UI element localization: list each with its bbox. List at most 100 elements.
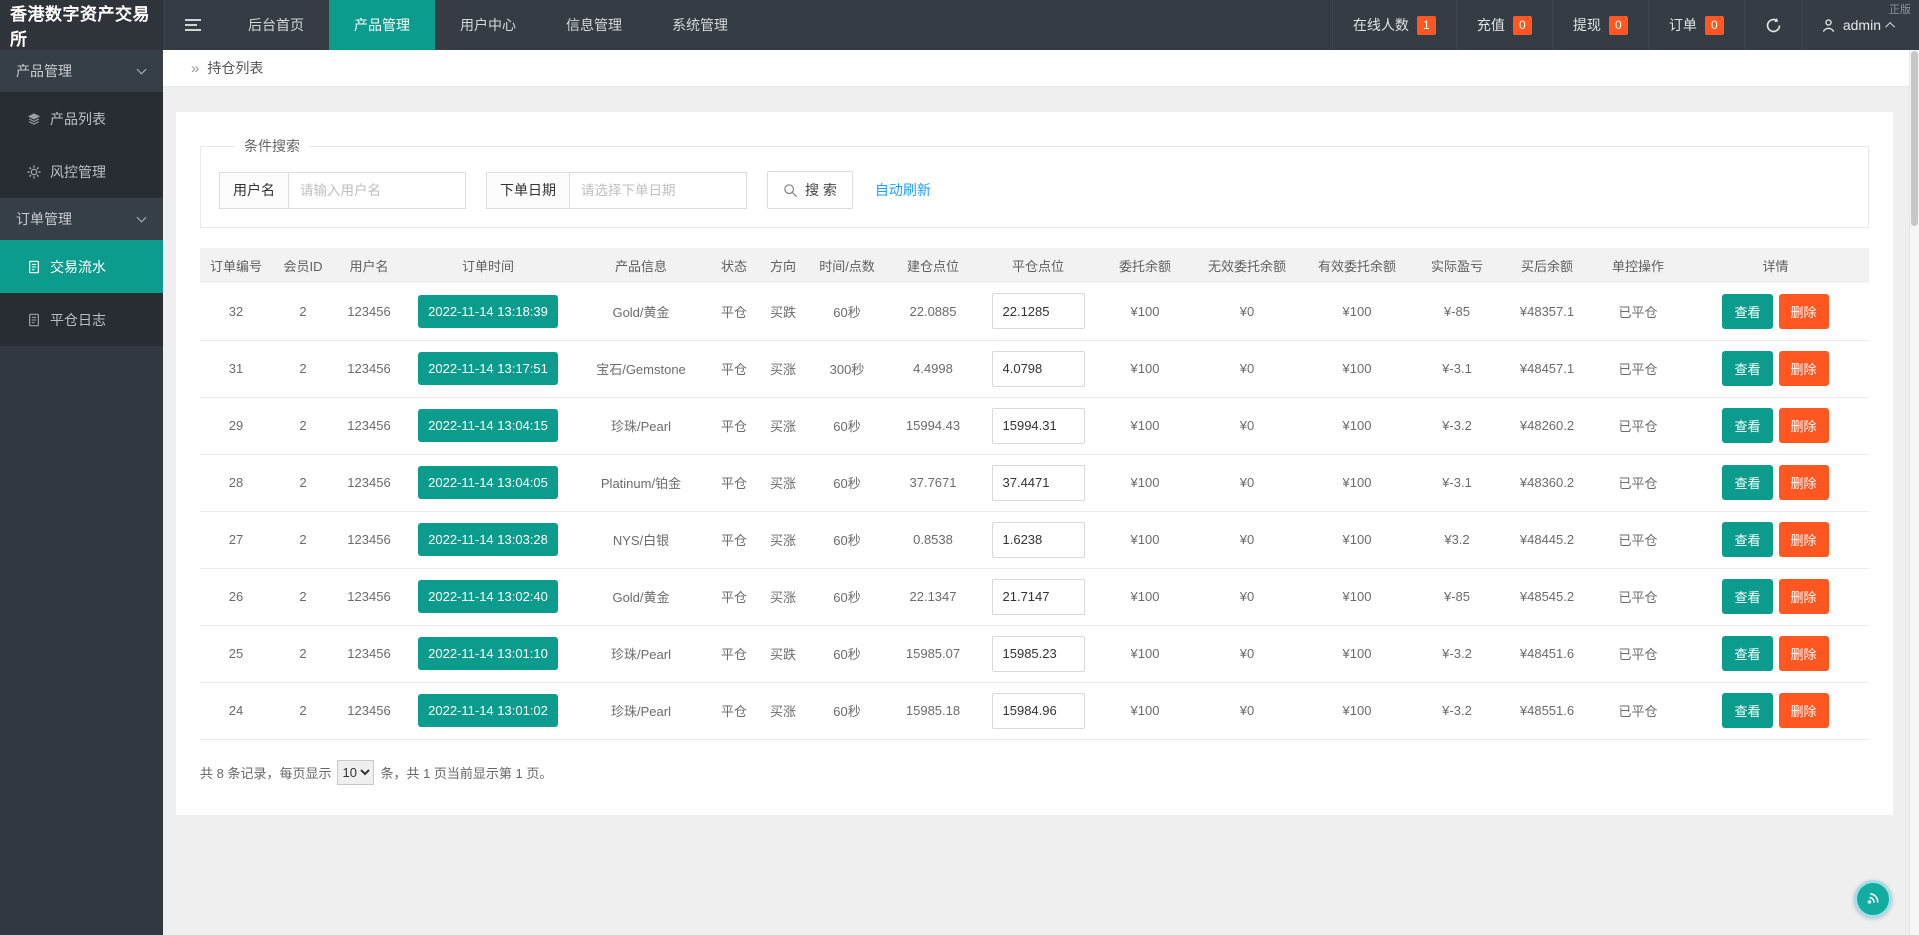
close-point-input[interactable] <box>991 578 1085 615</box>
nav-item-4[interactable]: 系统管理 <box>672 17 728 33</box>
column-header: 实际盈亏 <box>1414 248 1500 283</box>
delete-button[interactable]: 删除 <box>1778 522 1829 557</box>
sidebar-section-1[interactable]: 订单管理 <box>0 198 163 240</box>
auto-refresh-link[interactable]: 自动刷新 <box>874 182 931 198</box>
order-time-button[interactable]: 2022-11-14 13:17:51 <box>418 352 558 385</box>
order-time-button[interactable]: 2022-11-14 13:04:05 <box>418 466 558 499</box>
order-id-cell: 24 <box>200 682 272 740</box>
stat-badge: 0 <box>1704 15 1724 35</box>
username-cell: 123456 <box>334 568 404 626</box>
topbar-stat-0[interactable]: 在线人数 1 <box>1331 0 1456 50</box>
nav-item-3[interactable]: 信息管理 <box>566 17 622 33</box>
open-point-cell: 15985.07 <box>886 625 980 683</box>
delete-button[interactable]: 删除 <box>1778 408 1829 443</box>
view-button[interactable]: 查看 <box>1722 636 1773 671</box>
username-cell: 123456 <box>334 625 404 683</box>
sidebar-item[interactable]: 产品列表 <box>0 92 163 145</box>
close-point-input[interactable] <box>991 521 1085 558</box>
view-button[interactable]: 查看 <box>1722 408 1773 443</box>
genuine-watermark: 正版 <box>1889 4 1911 16</box>
order-time-button[interactable]: 2022-11-14 13:03:28 <box>418 523 558 556</box>
chevron-up-icon <box>1885 21 1896 32</box>
chevron-down-icon <box>136 212 147 223</box>
username-input[interactable] <box>288 171 466 209</box>
order-time-button[interactable]: 2022-11-14 13:18:39 <box>418 294 558 328</box>
delete-button[interactable]: 删除 <box>1778 293 1829 329</box>
period-cell: 60秒 <box>808 283 886 341</box>
view-button[interactable]: 查看 <box>1722 293 1773 329</box>
delete-button[interactable]: 删除 <box>1778 579 1829 614</box>
sidebar-item[interactable]: 平仓日志 <box>0 293 163 346</box>
stat-badge: 0 <box>1512 15 1532 35</box>
view-button[interactable]: 查看 <box>1722 351 1773 386</box>
vertical-scrollbar[interactable] <box>1909 50 1919 935</box>
product-cell: 珍珠/Pearl <box>572 682 710 740</box>
delete-button[interactable]: 删除 <box>1778 351 1829 386</box>
status-cell: 平仓 <box>710 283 758 341</box>
delete-button[interactable]: 删除 <box>1778 465 1829 500</box>
view-button[interactable]: 查看 <box>1722 693 1773 728</box>
delete-button[interactable]: 删除 <box>1778 693 1829 728</box>
close-point-input[interactable] <box>991 464 1085 501</box>
sidebar-section-0[interactable]: 产品管理 <box>0 50 163 92</box>
sidebar-item[interactable]: 风控管理 <box>0 145 163 198</box>
nav-item-2[interactable]: 用户中心 <box>460 17 516 33</box>
profit-cell: ¥-3.1 <box>1414 454 1500 512</box>
direction-cell: 买涨 <box>758 511 808 569</box>
after-balance-cell: ¥48457.1 <box>1500 340 1594 398</box>
content-card: 条件搜索 用户名 下单日期 搜 索 <box>176 112 1893 815</box>
open-point-cell: 15985.18 <box>886 682 980 740</box>
search-button[interactable]: 搜 索 <box>767 171 853 209</box>
username-cell: 123456 <box>334 454 404 512</box>
column-header: 产品信息 <box>572 248 710 283</box>
close-point-input[interactable] <box>991 407 1085 444</box>
delete-button[interactable]: 删除 <box>1778 636 1829 671</box>
column-header: 用户名 <box>334 248 404 283</box>
scrollbar-thumb[interactable] <box>1911 51 1918 226</box>
control-status-cell: 已平仓 <box>1594 283 1682 341</box>
after-balance-cell: ¥48357.1 <box>1500 283 1594 341</box>
after-balance-cell: ¥48551.6 <box>1500 682 1594 740</box>
after-balance-cell: ¥48451.6 <box>1500 625 1594 683</box>
column-header: 时间/点数 <box>808 248 886 283</box>
status-cell: 平仓 <box>710 568 758 626</box>
gear-icon <box>27 165 41 179</box>
close-point-input[interactable] <box>991 692 1085 729</box>
topbar-stat-2[interactable]: 提现 0 <box>1551 0 1648 50</box>
nav-item-0[interactable]: 后台首页 <box>248 17 304 33</box>
invalid-entrust-cell: ¥0 <box>1194 511 1300 569</box>
topbar-stat-3[interactable]: 订单 0 <box>1647 0 1744 50</box>
sidebar-item[interactable]: 交易流水 <box>0 240 163 293</box>
topbar-stat-1[interactable]: 充值 0 <box>1455 0 1552 50</box>
order-time-button[interactable]: 2022-11-14 13:04:15 <box>418 409 558 442</box>
view-button[interactable]: 查看 <box>1722 522 1773 557</box>
refresh-button[interactable] <box>1743 0 1802 50</box>
page-size-select[interactable]: 10 <box>337 759 375 785</box>
close-point-input[interactable] <box>991 635 1085 672</box>
period-cell: 60秒 <box>808 682 886 740</box>
table-row: 32 2 123456 2022-11-14 13:18:39 Gold/黄金 … <box>200 283 1869 341</box>
control-status-cell: 已平仓 <box>1594 340 1682 398</box>
profit-cell: ¥-3.2 <box>1414 625 1500 683</box>
voice-assistant-button[interactable] <box>1854 880 1892 918</box>
order-time-button[interactable]: 2022-11-14 13:01:10 <box>418 637 558 670</box>
column-header: 委托余额 <box>1096 248 1194 283</box>
control-status-cell: 已平仓 <box>1594 625 1682 683</box>
main-nav: 后台首页 产品管理 用户中心 信息管理 系统管理 <box>223 0 753 50</box>
order-date-input[interactable] <box>569 171 747 209</box>
breadcrumb: » 持仓列表 <box>163 50 1909 87</box>
order-time-button[interactable]: 2022-11-14 13:01:02 <box>418 694 558 727</box>
menu-toggle-icon[interactable] <box>163 0 223 50</box>
user-menu[interactable]: admin <box>1801 0 1919 50</box>
view-button[interactable]: 查看 <box>1722 579 1773 614</box>
order-date-input-group: 下单日期 <box>486 171 747 209</box>
page-title: 持仓列表 <box>207 60 264 76</box>
view-button[interactable]: 查看 <box>1722 465 1773 500</box>
nav-item-1[interactable]: 产品管理 <box>329 0 435 50</box>
status-cell: 平仓 <box>710 454 758 512</box>
profit-cell: ¥-85 <box>1414 283 1500 341</box>
close-point-input[interactable] <box>991 350 1085 387</box>
close-point-input[interactable] <box>991 293 1085 330</box>
valid-entrust-cell: ¥100 <box>1300 511 1414 569</box>
order-time-button[interactable]: 2022-11-14 13:02:40 <box>418 580 558 613</box>
